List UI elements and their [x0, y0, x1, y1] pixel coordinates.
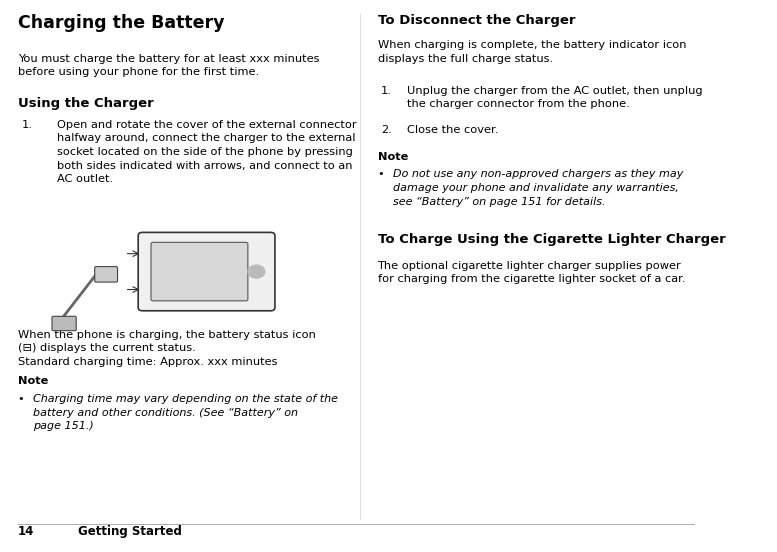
FancyBboxPatch shape — [138, 232, 275, 311]
Text: 2.: 2. — [381, 125, 392, 135]
Text: When charging is complete, the battery indicator icon
displays the full charge s: When charging is complete, the battery i… — [378, 40, 686, 64]
Text: Charging the Battery: Charging the Battery — [18, 14, 225, 32]
Text: When the phone is charging, the battery status icon
(⊟) displays the current sta: When the phone is charging, the battery … — [18, 330, 315, 367]
Text: Using the Charger: Using the Charger — [18, 97, 154, 110]
Text: Close the cover.: Close the cover. — [407, 125, 499, 135]
Text: Note: Note — [18, 376, 48, 386]
Text: Getting Started: Getting Started — [78, 525, 183, 538]
Text: Charging time may vary depending on the state of the
battery and other condition: Charging time may vary depending on the … — [33, 394, 339, 431]
Text: 1.: 1. — [22, 120, 32, 130]
Text: Unplug the charger from the AC outlet, then unplug
the charger connector from th: Unplug the charger from the AC outlet, t… — [407, 86, 703, 109]
Text: You must charge the battery for at least xxx minutes
before using your phone for: You must charge the battery for at least… — [18, 54, 319, 77]
Text: Open and rotate the cover of the external connector
halfway around, connect the : Open and rotate the cover of the externa… — [57, 120, 357, 184]
FancyBboxPatch shape — [95, 267, 117, 282]
Text: To Charge Using the Cigarette Lighter Charger: To Charge Using the Cigarette Lighter Ch… — [378, 233, 725, 246]
Text: The optional cigarette lighter charger supplies power
for charging from the ciga: The optional cigarette lighter charger s… — [378, 261, 685, 284]
Text: To Disconnect the Charger: To Disconnect the Charger — [378, 14, 575, 27]
Text: 1.: 1. — [381, 86, 392, 95]
FancyBboxPatch shape — [52, 316, 76, 331]
Text: Do not use any non-approved chargers as they may
damage your phone and invalidat: Do not use any non-approved chargers as … — [393, 169, 684, 206]
Text: •: • — [378, 169, 388, 179]
Circle shape — [248, 265, 265, 278]
Text: Note: Note — [378, 152, 408, 162]
Text: •: • — [18, 394, 28, 404]
FancyBboxPatch shape — [151, 242, 248, 301]
Text: 14: 14 — [18, 525, 34, 538]
